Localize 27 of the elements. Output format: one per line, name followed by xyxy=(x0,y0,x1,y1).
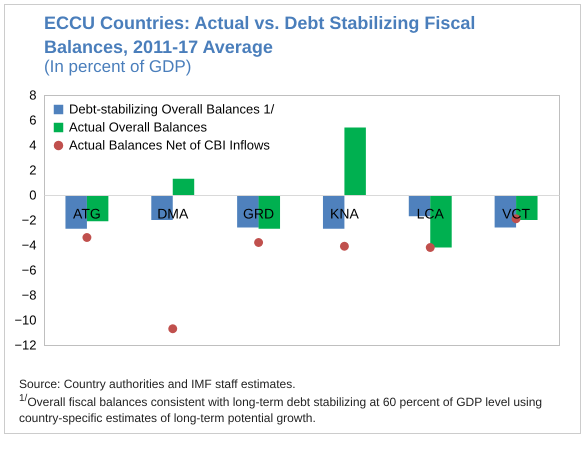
point xyxy=(168,324,178,334)
x-tick-label: GRD xyxy=(243,206,274,222)
y-tick-label: 2 xyxy=(29,162,36,178)
source-note: Source: Country authorities and IMF staff estimates. xyxy=(19,376,297,392)
legend-label: Debt-stabilizing Overall Balances 1/ xyxy=(69,102,275,116)
text: $^{1/}$Overall fiscal balances consistent with long-term debt stabilizing at 60 percent of GDP level using country-specific estimates of long-term potential growth. xyxy=(19,392,544,427)
bar xyxy=(172,178,194,195)
chart-title: ECCU Countries: Actual vs. Debt Stabilizing Fiscal Balances, 2011-17 Average xyxy=(44,13,476,57)
y-tick-label: −10 xyxy=(14,312,36,328)
y-tick-label: −8 xyxy=(22,288,36,302)
legend-label: Actual Overall Balances xyxy=(69,120,208,134)
point xyxy=(254,238,264,247)
bar xyxy=(344,128,366,195)
point xyxy=(426,243,435,252)
chart-subtitle: (In percent of GDP) xyxy=(44,57,192,76)
y-tick-label: 4 xyxy=(29,138,36,152)
y-tick-label: −2 xyxy=(22,212,36,228)
point xyxy=(340,242,349,251)
y-tick-label: −12 xyxy=(14,338,36,352)
y-tick-label: 0 xyxy=(29,188,36,202)
y-tick-label: −6 xyxy=(22,262,36,278)
y-tick-label: 8 xyxy=(29,88,36,102)
legend-label: Actual Balances Net of CBI Inflows xyxy=(69,138,270,152)
x-tick-label: VCT xyxy=(502,206,531,222)
y-tick-label: −4 xyxy=(22,238,36,252)
point xyxy=(82,233,92,242)
y-tick-label: 6 xyxy=(29,112,36,128)
